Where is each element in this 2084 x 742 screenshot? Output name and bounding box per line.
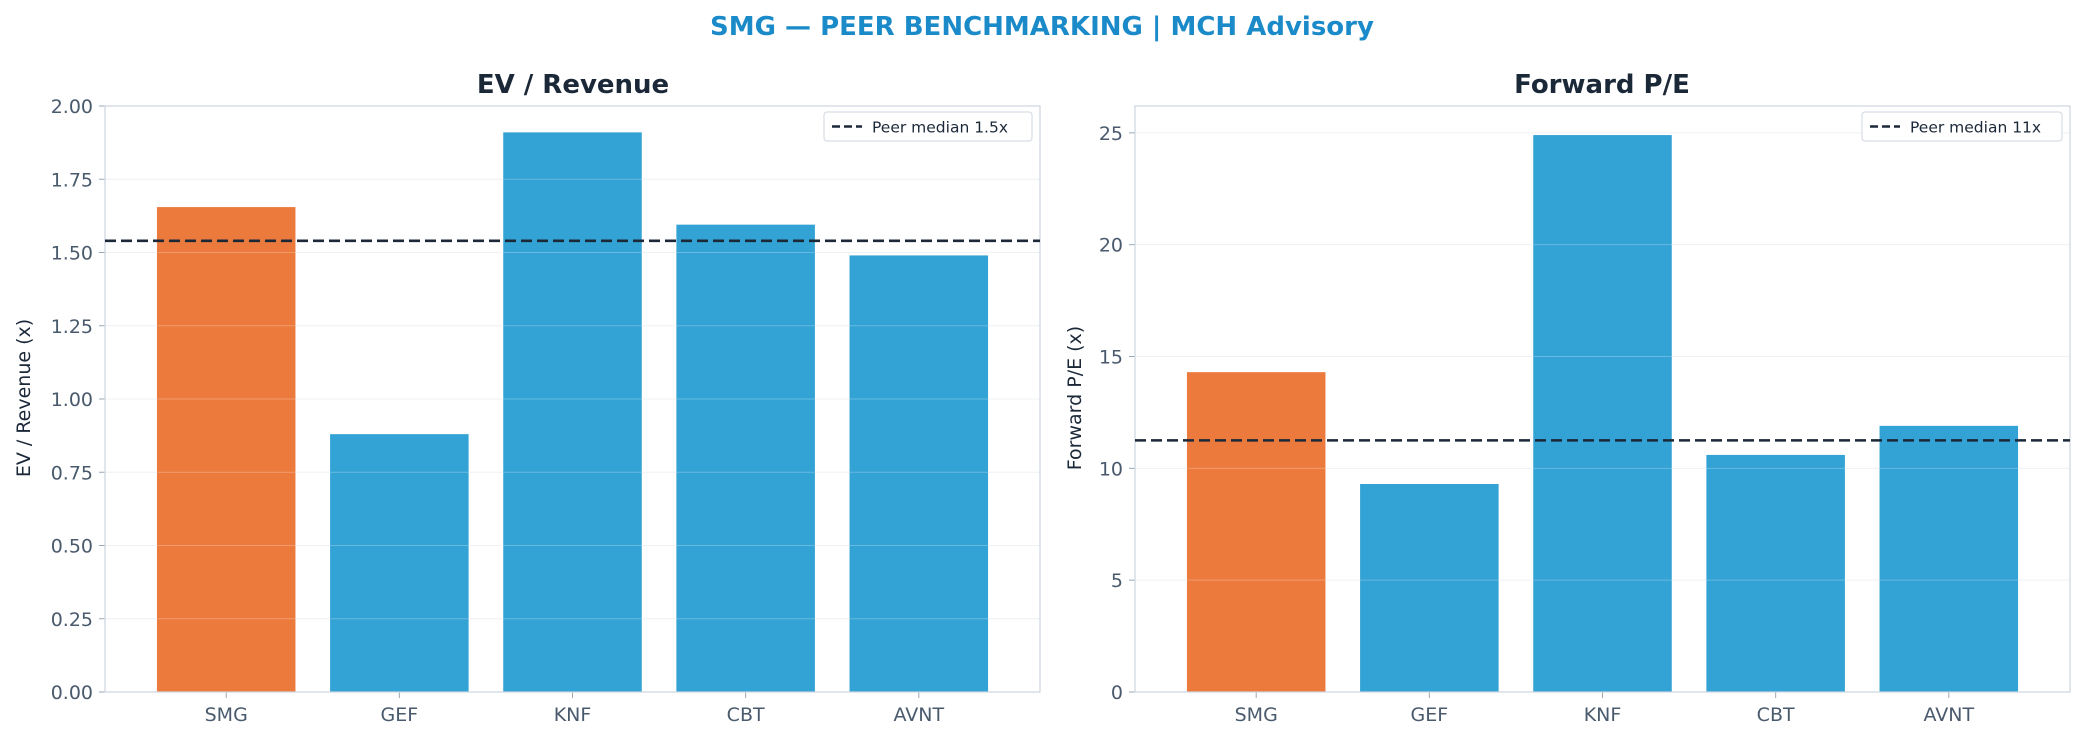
y-tick-label: 1.75 [51,169,93,191]
figure-title: SMG — PEER BENCHMARKING | MCH Advisory [710,12,1374,42]
y-tick-label: 15 [1099,347,1123,369]
y-tick-label: 0.00 [51,682,93,704]
bars [1186,135,2019,692]
y-axis-label: Forward P/E (x) [1064,326,1086,470]
bars [156,132,989,693]
panel-title: EV / Revenue [477,70,669,100]
ev-revenue-panel: EV / Revenue EV / Revenue (x) SMG GEF KNF C… [13,70,1041,726]
y-tick-label: 0 [1111,682,1123,704]
bar-gef [1360,483,1499,692]
panel-title: Forward P/E [1514,70,1690,100]
x-tick-label: AVNT [893,704,944,726]
legend-label: Peer median 11x [1910,119,2041,137]
bar-cbt [1706,454,1845,692]
x-tick-label: CBT [1757,704,1795,726]
bar-smg [1186,372,1326,692]
y-tick-label: 5 [1111,570,1123,592]
legend-box [1861,111,2063,142]
y-tick-label: 1.00 [51,389,93,411]
y-tick-label: 20 [1099,235,1123,257]
bar-smg [156,207,296,692]
legend-label: Peer median 1.5x [872,119,1008,137]
x-tick-label: KNF [554,704,592,726]
y-tick-label: 0.75 [51,462,93,484]
x-tick-label: GEF [1411,704,1449,726]
x-tick-label: SMG [1235,704,1278,726]
y-tick-label: 10 [1099,458,1123,480]
legend-box [823,111,1033,142]
legend: Peer median 1.5x [823,111,1033,142]
x-tick-label: KNF [1584,704,1622,726]
x-tick-label: GEF [381,704,419,726]
bar-avnt [1879,425,2019,692]
y-tick-label: 1.50 [51,243,93,265]
bar-avnt [849,255,989,692]
legend: Peer median 11x [1861,111,2063,142]
x-tick-label: CBT [727,704,765,726]
x-tick-label: AVNT [1923,704,1974,726]
bar-gef [330,434,469,692]
y-tick-label: 25 [1099,123,1123,145]
y-tick-label: 0.25 [51,609,93,631]
bar-knf [503,132,642,692]
axes-frame [1134,105,2071,693]
y-tick-label: 1.25 [51,316,93,338]
forward-pe-panel: Forward P/E Forward P/E (x) SMG GEF KNF CBT… [1064,70,2071,726]
y-tick-label: 2.00 [51,96,93,118]
y-axis-label: EV / Revenue (x) [13,319,35,477]
bar-knf [1533,135,1672,692]
axes-frame [104,105,1041,693]
bar-cbt [676,224,815,693]
x-tick-label: SMG [205,704,248,726]
y-tick-label: 0.50 [51,536,93,558]
